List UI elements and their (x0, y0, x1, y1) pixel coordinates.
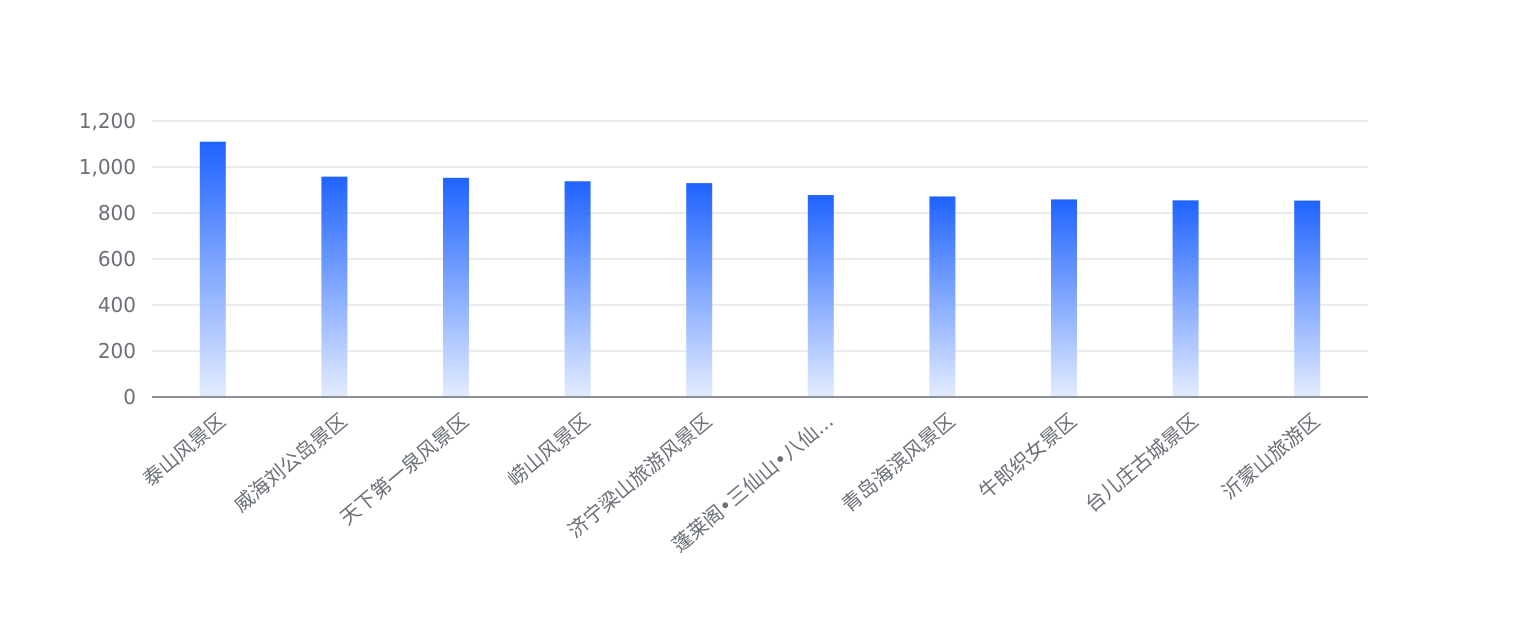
x-tick-label: 崂山风景区 (503, 408, 595, 491)
y-tick-label: 0 (123, 385, 136, 409)
bar (1294, 200, 1321, 397)
y-axis-ticks: 0 200 400 600 800 1,000 1,200 (79, 109, 136, 409)
x-tick-label: 威海刘公岛景区 (229, 408, 352, 516)
y-tick-label: 1,200 (79, 109, 136, 133)
x-tick-label: 牛郎织女景区 (974, 408, 1081, 504)
bar (1051, 199, 1077, 397)
bar (686, 183, 713, 397)
x-tick-label: 台儿庄古城景区 (1080, 408, 1203, 516)
grid-lines (152, 120, 1368, 352)
bars (199, 141, 1321, 397)
bar (807, 195, 834, 397)
y-tick-label: 200 (98, 339, 136, 363)
bar (564, 181, 591, 397)
bar (1172, 200, 1199, 397)
y-tick-label: 600 (98, 247, 136, 271)
bar (443, 177, 469, 397)
bar (199, 141, 226, 397)
x-tick-label: 沂蒙山旅游区 (1217, 408, 1324, 504)
bar (321, 176, 348, 397)
x-tick-label: 泰山风景区 (138, 408, 230, 491)
y-tick-label: 400 (98, 293, 136, 317)
bar (929, 196, 956, 397)
y-tick-label: 1,000 (79, 155, 136, 179)
y-tick-label: 800 (98, 201, 136, 225)
x-tick-label: 天下第一泉风景区 (335, 408, 473, 529)
x-tick-label: 青岛海滨风景区 (837, 408, 960, 516)
